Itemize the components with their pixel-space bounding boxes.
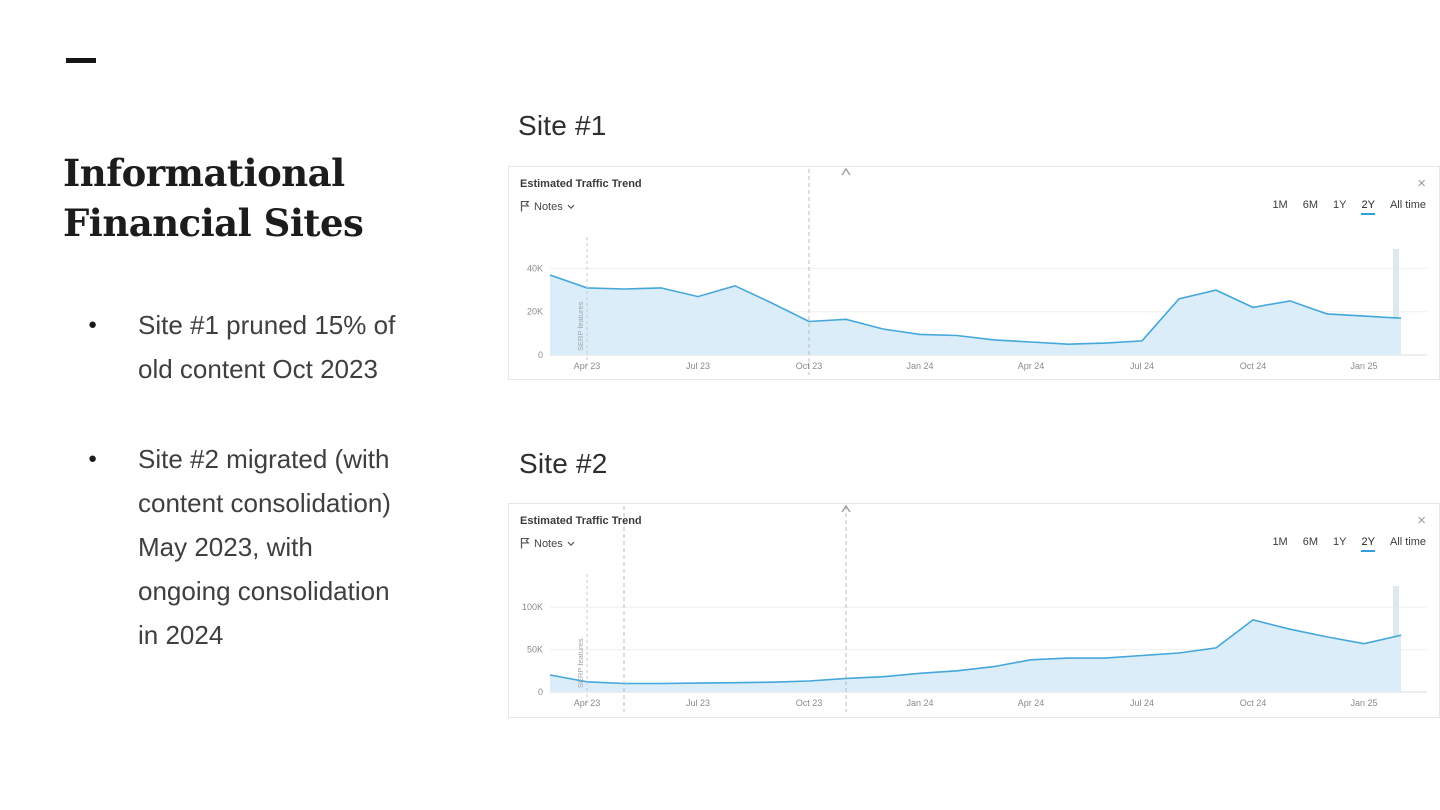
page-title: Informational Financial Sites <box>63 148 364 248</box>
panel-header: Estimated Traffic Trend × Notes 1M 6M 1Y 2Y… <box>509 504 1439 552</box>
site-2-heading: Site #2 <box>519 448 608 479</box>
svg-text:Jul 24: Jul 24 <box>1130 698 1154 708</box>
list-item: Site #2 migrated (with content consolida… <box>88 437 404 657</box>
svg-text:Jan 24: Jan 24 <box>906 361 933 371</box>
panel-header-row-1: Estimated Traffic Trend × <box>520 175 1426 192</box>
svg-text:SERP features: SERP features <box>576 301 585 351</box>
range-6m[interactable]: 6M <box>1302 199 1318 211</box>
panel-header-row-2: Notes 1M 6M 1Y 2Y All time <box>520 536 1426 552</box>
svg-text:50K: 50K <box>527 645 543 655</box>
svg-text:SERP features: SERP features <box>576 638 585 688</box>
range-selector: 1M 6M 1Y 2Y All time <box>1272 199 1426 215</box>
chart-title: Estimated Traffic Trend <box>520 178 642 190</box>
range-1y[interactable]: 1Y <box>1333 536 1347 548</box>
notes-button[interactable]: Notes <box>520 537 575 552</box>
title-dash-decoration <box>66 58 96 63</box>
panel-header: Estimated Traffic Trend × Notes 1M 6M 1Y 2Y… <box>509 167 1439 215</box>
traffic-trend-panel-site2: 0 50K 100K SERP features Apr 23 Jul 23 Oct 23 J… <box>508 503 1440 718</box>
range-2y[interactable]: 2Y <box>1361 536 1375 552</box>
traffic-chart-canvas-site1[interactable]: 0 20K 40K SERP features Apr 23 Jul 23 Oct 23 Ja… <box>509 167 1439 379</box>
svg-text:Jan 24: Jan 24 <box>906 698 933 708</box>
close-icon[interactable]: × <box>1417 175 1426 192</box>
svg-text:0: 0 <box>538 350 543 360</box>
notes-button[interactable]: Notes <box>520 200 575 215</box>
list-item: Site #1 pruned 15% of old content Oct 20… <box>88 303 404 391</box>
range-all-time[interactable]: All time <box>1389 199 1426 211</box>
svg-text:Jul 24: Jul 24 <box>1130 361 1154 371</box>
svg-text:Oct 24: Oct 24 <box>1240 361 1267 371</box>
range-1m[interactable]: 1M <box>1272 199 1288 211</box>
page-title-line2: Financial Sites <box>63 201 364 245</box>
notes-label: Notes <box>534 538 563 550</box>
svg-text:Jan 25: Jan 25 <box>1350 698 1377 708</box>
panel-header-row-2: Notes 1M 6M 1Y 2Y All time <box>520 199 1426 215</box>
svg-text:Apr 23: Apr 23 <box>574 361 601 371</box>
svg-text:Jan 25: Jan 25 <box>1350 361 1377 371</box>
notes-label: Notes <box>534 201 563 213</box>
range-2y[interactable]: 2Y <box>1361 199 1375 215</box>
range-1m[interactable]: 1M <box>1272 536 1288 548</box>
svg-text:Oct 23: Oct 23 <box>796 698 823 708</box>
page-title-line1: Informational <box>63 151 345 195</box>
chevron-down-icon <box>567 201 575 213</box>
range-6m[interactable]: 6M <box>1302 536 1318 548</box>
range-selector: 1M 6M 1Y 2Y All time <box>1272 536 1426 552</box>
flag-icon <box>520 200 530 215</box>
svg-text:Jul 23: Jul 23 <box>686 698 710 708</box>
chevron-down-icon <box>567 538 575 550</box>
panel-header-row-1: Estimated Traffic Trend × <box>520 512 1426 529</box>
svg-text:Oct 24: Oct 24 <box>1240 698 1267 708</box>
site-1-heading: Site #1 <box>518 110 607 141</box>
svg-text:Apr 24: Apr 24 <box>1018 698 1045 708</box>
svg-text:20K: 20K <box>527 307 543 317</box>
chart-title: Estimated Traffic Trend <box>520 515 642 527</box>
traffic-chart-canvas-site2[interactable]: 0 50K 100K SERP features Apr 23 Jul 23 Oct 23 J… <box>509 504 1439 716</box>
range-all-time[interactable]: All time <box>1389 536 1426 548</box>
svg-text:40K: 40K <box>527 263 543 273</box>
svg-text:Apr 24: Apr 24 <box>1018 361 1045 371</box>
svg-text:100K: 100K <box>522 602 543 612</box>
svg-text:Jul 23: Jul 23 <box>686 361 710 371</box>
svg-text:0: 0 <box>538 687 543 697</box>
range-1y[interactable]: 1Y <box>1333 199 1347 211</box>
svg-text:Apr 23: Apr 23 <box>574 698 601 708</box>
flag-icon <box>520 537 530 552</box>
svg-text:Oct 23: Oct 23 <box>796 361 823 371</box>
bullet-list: Site #1 pruned 15% of old content Oct 20… <box>88 303 404 703</box>
close-icon[interactable]: × <box>1417 512 1426 529</box>
traffic-trend-panel-site1: 0 20K 40K SERP features Apr 23 Jul 23 Oct 23 Ja… <box>508 166 1440 380</box>
